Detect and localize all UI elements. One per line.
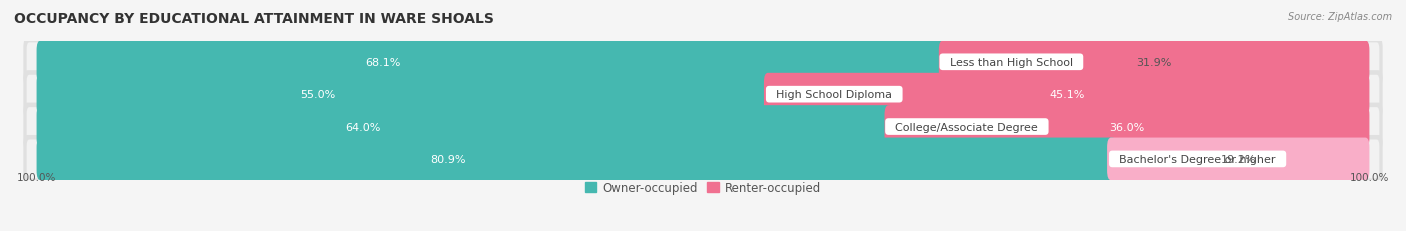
FancyBboxPatch shape xyxy=(884,106,1369,148)
Text: Source: ZipAtlas.com: Source: ZipAtlas.com xyxy=(1288,12,1392,21)
Legend: Owner-occupied, Renter-occupied: Owner-occupied, Renter-occupied xyxy=(579,177,827,199)
Text: 64.0%: 64.0% xyxy=(344,122,381,132)
FancyBboxPatch shape xyxy=(37,41,946,84)
FancyBboxPatch shape xyxy=(27,43,1379,82)
Text: 80.9%: 80.9% xyxy=(430,154,465,164)
FancyBboxPatch shape xyxy=(24,71,1382,119)
Text: 31.9%: 31.9% xyxy=(1136,58,1171,67)
FancyBboxPatch shape xyxy=(27,140,1379,179)
FancyBboxPatch shape xyxy=(763,73,1369,116)
Text: College/Associate Degree: College/Associate Degree xyxy=(889,122,1045,132)
Text: 19.2%: 19.2% xyxy=(1220,154,1256,164)
Text: 36.0%: 36.0% xyxy=(1109,122,1144,132)
FancyBboxPatch shape xyxy=(1107,138,1369,180)
Text: Less than High School: Less than High School xyxy=(943,58,1080,67)
FancyBboxPatch shape xyxy=(37,138,1116,180)
Text: 68.1%: 68.1% xyxy=(366,58,401,67)
FancyBboxPatch shape xyxy=(24,39,1382,86)
FancyBboxPatch shape xyxy=(939,41,1369,84)
Text: High School Diploma: High School Diploma xyxy=(769,90,900,100)
FancyBboxPatch shape xyxy=(27,108,1379,146)
FancyBboxPatch shape xyxy=(37,106,893,148)
Text: Bachelor's Degree or higher: Bachelor's Degree or higher xyxy=(1112,154,1282,164)
FancyBboxPatch shape xyxy=(37,73,773,116)
FancyBboxPatch shape xyxy=(24,135,1382,183)
FancyBboxPatch shape xyxy=(24,103,1382,151)
Text: 100.0%: 100.0% xyxy=(1350,173,1389,182)
Text: OCCUPANCY BY EDUCATIONAL ATTAINMENT IN WARE SHOALS: OCCUPANCY BY EDUCATIONAL ATTAINMENT IN W… xyxy=(14,12,494,25)
Text: 45.1%: 45.1% xyxy=(1049,90,1084,100)
Text: 100.0%: 100.0% xyxy=(17,173,56,182)
FancyBboxPatch shape xyxy=(27,76,1379,114)
Text: 55.0%: 55.0% xyxy=(299,90,335,100)
